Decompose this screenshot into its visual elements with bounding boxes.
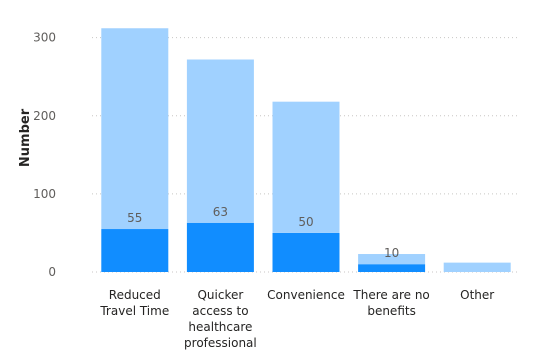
y-tick-label: 0: [48, 265, 56, 279]
y-axis-ticks: 0 100 200 300: [33, 31, 56, 279]
data-label: 50: [298, 215, 313, 229]
x-axis-categories: Reduced Travel Time Quicker access to health…: [99, 288, 494, 350]
y-tick-label: 300: [33, 31, 56, 45]
bar-segment-2[interactable]: [443, 262, 511, 272]
y-tick-label: 200: [33, 109, 56, 123]
category-label: Other: [460, 288, 494, 302]
bar-segment-1[interactable]: [186, 222, 254, 272]
bar-segment-1[interactable]: [358, 264, 426, 272]
data-label: 10: [384, 246, 399, 260]
bar-segment-2[interactable]: [358, 254, 426, 265]
category-label: There are no benefits: [352, 288, 429, 318]
bar-segment-2[interactable]: [101, 28, 169, 230]
bar-segment-1[interactable]: [101, 229, 169, 272]
bar-segment-1[interactable]: [272, 232, 340, 272]
y-tick-label: 100: [33, 187, 56, 201]
category-label: Reduced Travel Time: [99, 288, 169, 318]
data-label: 63: [213, 205, 228, 219]
data-labels: 55 63 50 10: [127, 205, 399, 260]
bar-segment-2[interactable]: [186, 59, 254, 223]
data-label: 55: [127, 211, 142, 225]
bars: [101, 28, 511, 272]
category-label: Convenience: [267, 288, 345, 302]
y-axis-label: Number: [18, 108, 33, 167]
category-label: Quicker access to healthcare professional: [184, 288, 257, 350]
bar-segment-2[interactable]: [272, 101, 340, 233]
